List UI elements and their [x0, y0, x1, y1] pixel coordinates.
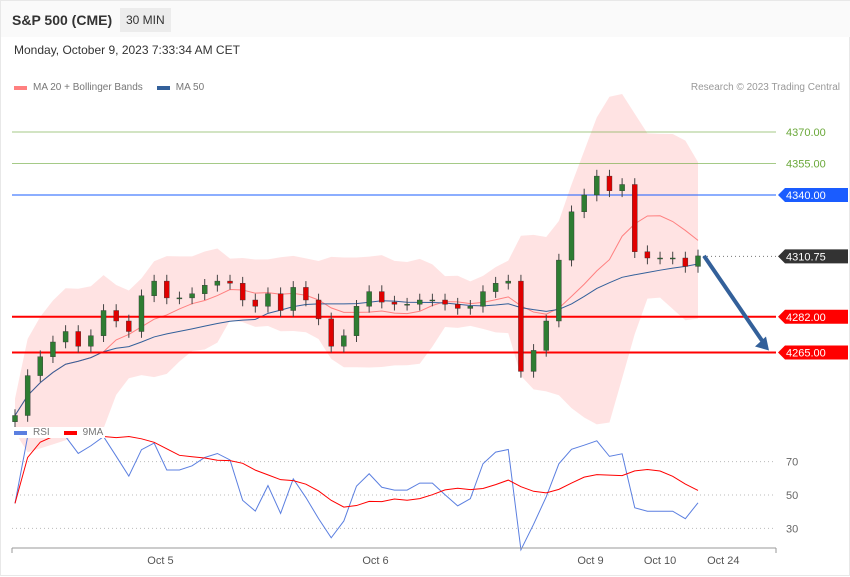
candle	[252, 299, 259, 307]
candle	[341, 335, 347, 347]
candle	[404, 304, 410, 306]
candle	[37, 356, 43, 376]
x-tick-label: Oct 6	[362, 555, 388, 567]
ma20-swatch	[14, 85, 27, 90]
candle	[467, 306, 474, 309]
candle	[100, 310, 107, 336]
candle	[492, 283, 499, 292]
level-tag	[778, 309, 848, 324]
legend-rsi-ma: 9MA	[82, 427, 104, 438]
candle	[644, 251, 651, 259]
legend-rsi-label: RSI	[33, 427, 50, 438]
candle	[429, 299, 436, 302]
candle	[417, 299, 423, 305]
candle	[75, 331, 81, 347]
legend-ma50: MA 50	[175, 82, 205, 93]
timeframe-button[interactable]: 30 MIN	[120, 8, 171, 32]
candle	[189, 293, 195, 299]
candle	[695, 255, 701, 267]
rsi-level-label: 70	[786, 457, 798, 469]
candle	[670, 257, 676, 260]
candle	[480, 291, 486, 307]
legend-main: MA 20 + Bollinger Bands MA 50	[14, 82, 207, 93]
candle	[682, 257, 689, 267]
candle	[657, 257, 663, 260]
forecast-arrow-head	[755, 336, 769, 351]
forecast-arrow	[702, 254, 766, 345]
candle	[518, 280, 524, 372]
candle	[151, 280, 157, 297]
candle	[581, 194, 587, 212]
bollinger-band	[15, 94, 698, 453]
level-tag	[778, 188, 848, 202]
candle	[568, 211, 575, 261]
level-label: 4355.00	[786, 159, 826, 171]
candle	[164, 280, 170, 299]
candle	[62, 331, 69, 343]
level-tag	[778, 345, 848, 360]
level-label: 4370.00	[786, 127, 826, 139]
datetime: Monday, October 9, 2023 7:33:34 AM CET	[14, 43, 240, 57]
candle	[290, 287, 296, 311]
rsi-line	[14, 435, 699, 552]
rsi-ma-line	[14, 436, 699, 508]
level-tag	[778, 249, 848, 264]
candle	[202, 285, 208, 294]
level-label: 4265.00	[786, 348, 826, 360]
rsi-level-label: 30	[786, 523, 798, 535]
candle	[138, 295, 145, 332]
candle	[366, 291, 372, 307]
legend-rsi: RSI 9MA	[14, 427, 106, 438]
candle	[606, 175, 613, 192]
candle	[543, 320, 549, 351]
candle	[88, 335, 94, 347]
candle	[214, 280, 221, 286]
candle	[277, 293, 284, 311]
x-tick-label: Oct 5	[147, 555, 173, 567]
candle	[12, 415, 18, 423]
candle	[391, 301, 398, 305]
candle	[227, 280, 233, 284]
candle	[530, 350, 537, 372]
candle	[126, 320, 132, 332]
x-tick-label: Oct 10	[644, 555, 676, 567]
credit: Research © 2023 Trading Central	[690, 82, 840, 93]
rsi-level-label: 50	[786, 490, 798, 502]
ma50-swatch	[156, 85, 170, 90]
x-tick-label: Oct 24	[707, 555, 739, 567]
candle	[619, 184, 625, 192]
candle	[328, 318, 334, 347]
candle	[632, 184, 638, 252]
level-label: 4340.00	[786, 190, 826, 202]
candle	[24, 375, 31, 416]
x-tick-label: Oct 9	[577, 555, 603, 567]
candle	[50, 341, 56, 357]
candle	[442, 299, 448, 305]
candle	[353, 306, 360, 336]
candle	[315, 299, 322, 320]
legend-ma20: MA 20 + Bollinger Bands	[33, 82, 143, 93]
candle	[303, 287, 309, 301]
candle	[556, 259, 562, 322]
candle	[176, 297, 183, 300]
candle	[239, 283, 246, 301]
rsi-ma-swatch	[63, 430, 77, 435]
candle	[454, 304, 461, 309]
candle	[594, 175, 600, 196]
candle	[379, 291, 385, 303]
instrument-title: S&P 500 (CME)	[12, 12, 113, 28]
candle	[265, 293, 271, 307]
rsi-swatch	[14, 430, 27, 435]
candle	[113, 310, 119, 322]
level-label: 4310.75	[786, 251, 826, 263]
candle	[505, 280, 511, 284]
level-label: 4282.00	[786, 312, 826, 324]
